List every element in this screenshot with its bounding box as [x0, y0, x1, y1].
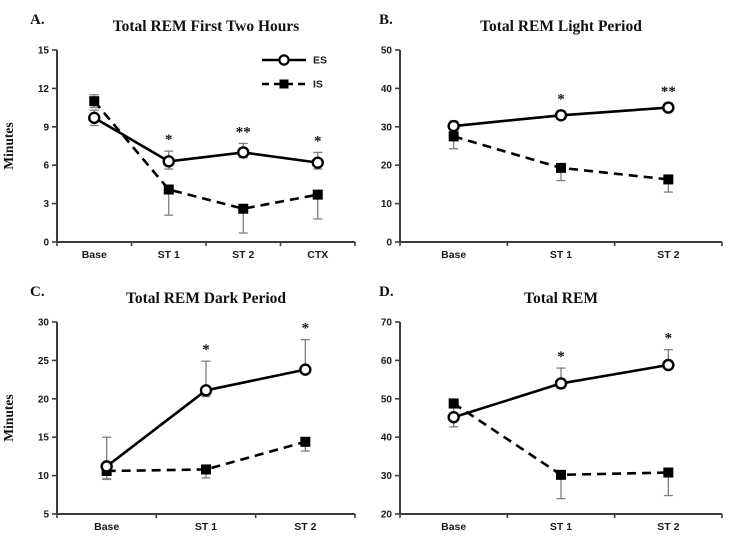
significance-asterisk: *	[314, 133, 322, 149]
significance-asterisk: *	[557, 92, 565, 108]
y-tick-label: 0	[386, 238, 392, 249]
y-tick-label: 30	[381, 471, 393, 482]
y-tick-label: 30	[381, 122, 393, 133]
x-category-label: ST 2	[657, 249, 679, 261]
legend-label: ES	[313, 55, 327, 67]
panel-B: B. Total REM Light Period 0 10 20 30 40 50 Base S…	[367, 0, 735, 272]
chart-svg: B. Total REM Light Period 0 10 20 30 40 50 Base S…	[379, 12, 723, 261]
marker-open-circle	[299, 363, 312, 376]
x-category-label: ST 2	[294, 521, 316, 533]
y-axis-label: Minutes	[1, 122, 16, 169]
chart-title: Total REM First Two Hours	[113, 18, 300, 35]
significance-asterisk: *	[202, 342, 210, 358]
y-tick-label: 10	[381, 199, 393, 210]
y-tick-label: 15	[38, 46, 50, 57]
panel-letter: B.	[379, 12, 393, 28]
panel-letter: C.	[30, 284, 45, 300]
y-tick-label: 40	[381, 433, 393, 444]
x-category-label: Base	[94, 521, 119, 533]
panel-A: A. Total REM First Two Hours Minutes 0 3 6 9 12…	[0, 0, 367, 272]
x-category-label: Base	[441, 521, 466, 533]
y-tick-label: 5	[43, 510, 49, 521]
x-category-label: ST 2	[232, 249, 254, 261]
y-tick-label: 40	[381, 84, 393, 95]
marker-open-circle	[662, 358, 675, 372]
panel-D: D. Total REM 20 30 40 50 60 70 Base ST 1 ST 2 * *	[367, 272, 735, 544]
x-category-label: ST 1	[195, 521, 217, 533]
y-tick-label: 25	[38, 356, 50, 367]
y-tick-label: 60	[381, 356, 393, 367]
series-line-es	[93, 116, 318, 164]
x-category-label: ST 2	[657, 521, 679, 533]
significance-asterisk: *	[557, 349, 565, 365]
y-tick-label: 20	[381, 161, 393, 172]
x-category-label: CTX	[307, 249, 328, 261]
y-tick-label: 9	[43, 122, 49, 133]
marker-open-circle	[662, 101, 675, 114]
significance-asterisk: **	[236, 124, 251, 140]
x-category-label: Base	[441, 249, 466, 261]
marker-filled-square	[163, 184, 174, 195]
marker-open-circle	[554, 109, 568, 122]
marker-filled-square	[448, 398, 459, 409]
x-category-label: ST 1	[158, 249, 180, 261]
significance-asterisk: **	[661, 84, 676, 100]
series-line-is	[452, 402, 669, 477]
significance-asterisk: *	[165, 132, 173, 148]
marker-open-circle	[199, 384, 213, 397]
marker-open-circle	[100, 460, 113, 473]
y-tick-label: 0	[43, 238, 49, 249]
marker-filled-square	[89, 96, 100, 107]
legend-marker-filled-square	[279, 79, 289, 89]
significance-asterisk: *	[665, 331, 673, 347]
marker-filled-square	[238, 203, 249, 214]
chart-title: Total REM Light Period	[480, 18, 642, 35]
x-category-label: Base	[82, 249, 107, 261]
chart-title: Total REM Dark Period	[126, 290, 286, 307]
panel-letter: D.	[379, 284, 394, 300]
y-axis-label: Minutes	[1, 394, 16, 441]
chart-svg: A. Total REM First Two Hours Minutes 0 3 6 9 12…	[1, 12, 356, 261]
y-tick-label: 6	[43, 161, 49, 172]
marker-filled-square	[663, 174, 674, 185]
series-line-is	[106, 440, 306, 473]
y-tick-label: 70	[381, 318, 393, 329]
x-category-label: ST 1	[550, 249, 572, 261]
y-tick-label: 50	[381, 394, 393, 405]
marker-filled-square	[556, 162, 566, 173]
marker-open-circle	[447, 119, 460, 133]
y-tick-label: 20	[38, 394, 50, 405]
chart-title: Total REM	[524, 290, 598, 307]
chart-svg: D. Total REM 20 30 40 50 60 70 Base ST 1 ST 2 * *	[379, 284, 723, 533]
significance-asterisk: *	[302, 321, 310, 337]
panel-letter: A.	[30, 12, 45, 28]
marker-filled-square	[312, 189, 323, 200]
y-tick-label: 10	[38, 471, 50, 482]
marker-open-circle	[311, 156, 324, 169]
marker-open-circle	[447, 411, 460, 424]
marker-filled-square	[663, 467, 674, 478]
marker-filled-square	[448, 131, 459, 142]
marker-filled-square	[201, 464, 211, 475]
y-tick-label: 50	[381, 46, 393, 57]
y-tick-label: 15	[38, 433, 50, 444]
marker-filled-square	[300, 436, 311, 447]
x-category-label: ST 1	[550, 521, 572, 533]
legend-label: IS	[313, 79, 323, 91]
y-tick-label: 12	[38, 84, 50, 95]
y-tick-label: 30	[38, 318, 50, 329]
y-tick-label: 20	[381, 510, 393, 521]
panel-C: C. Total REM Dark Period Minutes 5 10 15 20 25 3…	[0, 272, 367, 544]
marker-filled-square	[556, 469, 566, 480]
marker-open-circle	[162, 155, 175, 168]
legend-marker-open-circle	[278, 54, 290, 66]
series-line-is	[93, 100, 318, 211]
chart-svg: C. Total REM Dark Period Minutes 5 10 15 20 25 3…	[1, 284, 356, 533]
marker-open-circle	[88, 111, 101, 125]
marker-open-circle	[554, 377, 568, 390]
y-tick-label: 3	[43, 199, 49, 210]
marker-open-circle	[237, 146, 250, 159]
